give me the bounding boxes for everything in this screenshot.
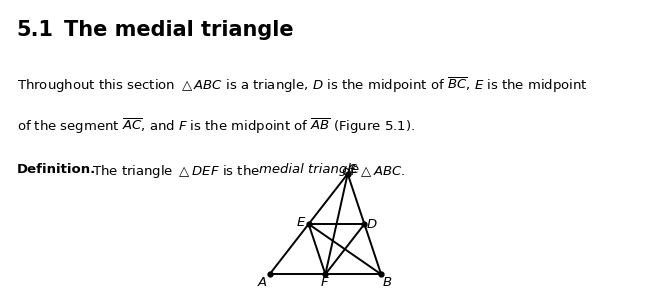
Text: $B$: $B$ (382, 276, 392, 289)
Text: The medial triangle: The medial triangle (64, 20, 294, 40)
Text: 5.1: 5.1 (17, 20, 54, 40)
Text: of $\triangle$$\mathit{ABC}$.: of $\triangle$$\mathit{ABC}$. (337, 163, 406, 178)
Text: $D$: $D$ (366, 218, 377, 230)
Text: The triangle $\triangle$$\mathit{DEF}$ is the: The triangle $\triangle$$\mathit{DEF}$ i… (88, 163, 261, 180)
Text: $E$: $E$ (296, 216, 307, 229)
Text: $F$: $F$ (321, 276, 330, 289)
Text: Throughout this section $\triangle$$\mathit{ABC}$ is a triangle, $\mathit{D}$ is: Throughout this section $\triangle$$\mat… (17, 76, 588, 95)
Text: Definition.: Definition. (17, 163, 96, 176)
Text: $C$: $C$ (347, 164, 358, 176)
Text: medial triangle: medial triangle (259, 163, 359, 176)
Text: $A$: $A$ (257, 276, 268, 289)
Text: of the segment $\overline{AC}$, and $\mathit{F}$ is the midpoint of $\overline{A: of the segment $\overline{AC}$, and $\ma… (17, 116, 415, 136)
